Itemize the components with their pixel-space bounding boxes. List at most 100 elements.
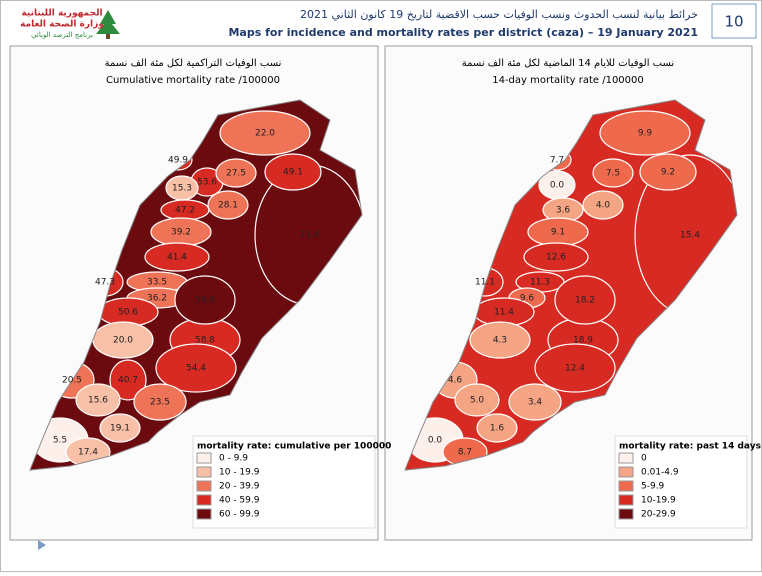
district-label: 8.7 bbox=[458, 448, 472, 458]
country-outline bbox=[404, 99, 738, 471]
district-label: 49.1 bbox=[283, 168, 303, 178]
district-label: 20.5 bbox=[62, 376, 82, 386]
legend-label: 40 - 59.9 bbox=[219, 496, 260, 506]
country-outline bbox=[29, 99, 363, 471]
district-label: 49.9 bbox=[168, 156, 188, 166]
district-label: 5.5 bbox=[53, 436, 67, 446]
district-label: 27.5 bbox=[226, 169, 246, 179]
legend-label: 0 bbox=[641, 454, 647, 464]
legend-swatch bbox=[618, 452, 634, 464]
district-label: 0.0 bbox=[428, 436, 443, 446]
district bbox=[639, 153, 697, 191]
district-label: 15.3 bbox=[172, 184, 192, 194]
map-title-ar: نسب الوفيات للايام 14 الماضية لكل مئة ال… bbox=[462, 58, 674, 69]
page-number: 10 bbox=[724, 13, 743, 31]
district-label: 40.7 bbox=[118, 376, 138, 386]
district bbox=[523, 242, 589, 272]
district bbox=[508, 383, 562, 421]
district-label: 23.5 bbox=[150, 398, 170, 408]
district-label: 12.4 bbox=[565, 364, 585, 374]
district bbox=[207, 190, 249, 220]
logo-line: برنامج الترصد الوبائي bbox=[31, 31, 93, 39]
district-label: 9.6 bbox=[520, 294, 535, 304]
legend-swatch bbox=[196, 508, 212, 520]
legend-label: 60 - 99.9 bbox=[219, 510, 260, 520]
district-label: 28.1 bbox=[218, 201, 238, 211]
district-label: 20.0 bbox=[113, 336, 133, 346]
legend-swatch bbox=[618, 508, 634, 520]
logo-line: وزارة الصحة العامة bbox=[20, 20, 104, 30]
legend-title: mortality rate: past 14 days bbox=[619, 442, 761, 452]
district-label: 11.3 bbox=[530, 278, 550, 288]
district-label: 71.6 bbox=[300, 231, 320, 241]
district bbox=[469, 321, 531, 359]
map-title-en: Cumulative mortality rate /100000 bbox=[106, 75, 280, 86]
map-regions bbox=[30, 100, 362, 470]
legend-swatch bbox=[196, 480, 212, 492]
legend-swatch bbox=[196, 452, 212, 464]
district-label: 15.4 bbox=[680, 231, 700, 241]
district-label: 17.4 bbox=[78, 448, 98, 458]
legend-label: 10 - 19.9 bbox=[219, 468, 260, 478]
district-label: 7.5 bbox=[606, 169, 620, 179]
legend-label: 20-29.9 bbox=[641, 510, 676, 520]
district-label: 3.6 bbox=[556, 206, 571, 216]
district-label: 22.0 bbox=[255, 129, 275, 139]
map-title-ar: نسب الوفيات التراكمية لكل مئة الف نسمة bbox=[105, 58, 282, 69]
district-label: 58.8 bbox=[195, 336, 215, 346]
title-ar: خرائط بيانية لنسب الحدوث ونسب الوفيات حس… bbox=[300, 8, 698, 21]
map-title-en: 14-day mortality rate /100000 bbox=[492, 75, 644, 86]
district bbox=[264, 153, 322, 191]
district-label: 19.1 bbox=[110, 424, 130, 434]
district bbox=[554, 275, 616, 325]
district-label: 0.0 bbox=[550, 181, 565, 191]
district-label: 41.4 bbox=[167, 253, 187, 263]
legend-swatch bbox=[618, 466, 634, 478]
district bbox=[454, 383, 500, 417]
district bbox=[144, 242, 210, 272]
district-label: 18.9 bbox=[573, 336, 593, 346]
district-label: 5.0 bbox=[470, 396, 485, 406]
legend-label: 20 - 39.9 bbox=[219, 482, 260, 492]
district bbox=[599, 110, 691, 156]
district-label: 4.3 bbox=[493, 336, 507, 346]
legend-box bbox=[614, 435, 748, 529]
district-label: 9.1 bbox=[551, 228, 565, 238]
district-label: 15.6 bbox=[88, 396, 108, 406]
legend-label: 0.01-4.9 bbox=[641, 468, 679, 478]
district-label: 11.4 bbox=[494, 308, 514, 318]
district-label: 9.2 bbox=[661, 168, 675, 178]
district bbox=[99, 413, 141, 443]
logo-line: الجمهورية اللبنانية bbox=[21, 9, 102, 19]
district-label: 3.4 bbox=[528, 398, 543, 408]
district bbox=[476, 413, 518, 443]
district-label: 9.9 bbox=[638, 129, 653, 139]
district-label: 1.6 bbox=[490, 424, 505, 434]
district bbox=[75, 383, 121, 417]
district-label: 54.4 bbox=[186, 364, 206, 374]
page-number-box bbox=[711, 3, 757, 39]
logo bbox=[96, 10, 120, 39]
district-label: 47.3 bbox=[95, 278, 115, 288]
district bbox=[133, 383, 187, 421]
district-label: 39.2 bbox=[171, 228, 191, 238]
district-label: 47.2 bbox=[175, 206, 195, 216]
legend-swatch bbox=[196, 466, 212, 478]
district bbox=[155, 343, 237, 393]
district-label: 12.6 bbox=[546, 253, 566, 263]
legend-box bbox=[192, 435, 376, 529]
legend-label: 5-9.9 bbox=[641, 482, 665, 492]
legend-swatch bbox=[618, 494, 634, 506]
title-en: Maps for incidence and mortality rates p… bbox=[228, 26, 698, 39]
district bbox=[174, 275, 236, 325]
legend-swatch bbox=[618, 480, 634, 492]
district-label: 53.6 bbox=[197, 178, 217, 188]
district bbox=[582, 190, 624, 220]
district bbox=[219, 110, 311, 156]
district-label: 4.0 bbox=[596, 201, 611, 211]
district-label: 11.1 bbox=[475, 278, 495, 288]
district-label: 50.6 bbox=[118, 308, 138, 318]
district-label: 4.6 bbox=[448, 376, 463, 386]
nav-arrow bbox=[38, 540, 46, 550]
